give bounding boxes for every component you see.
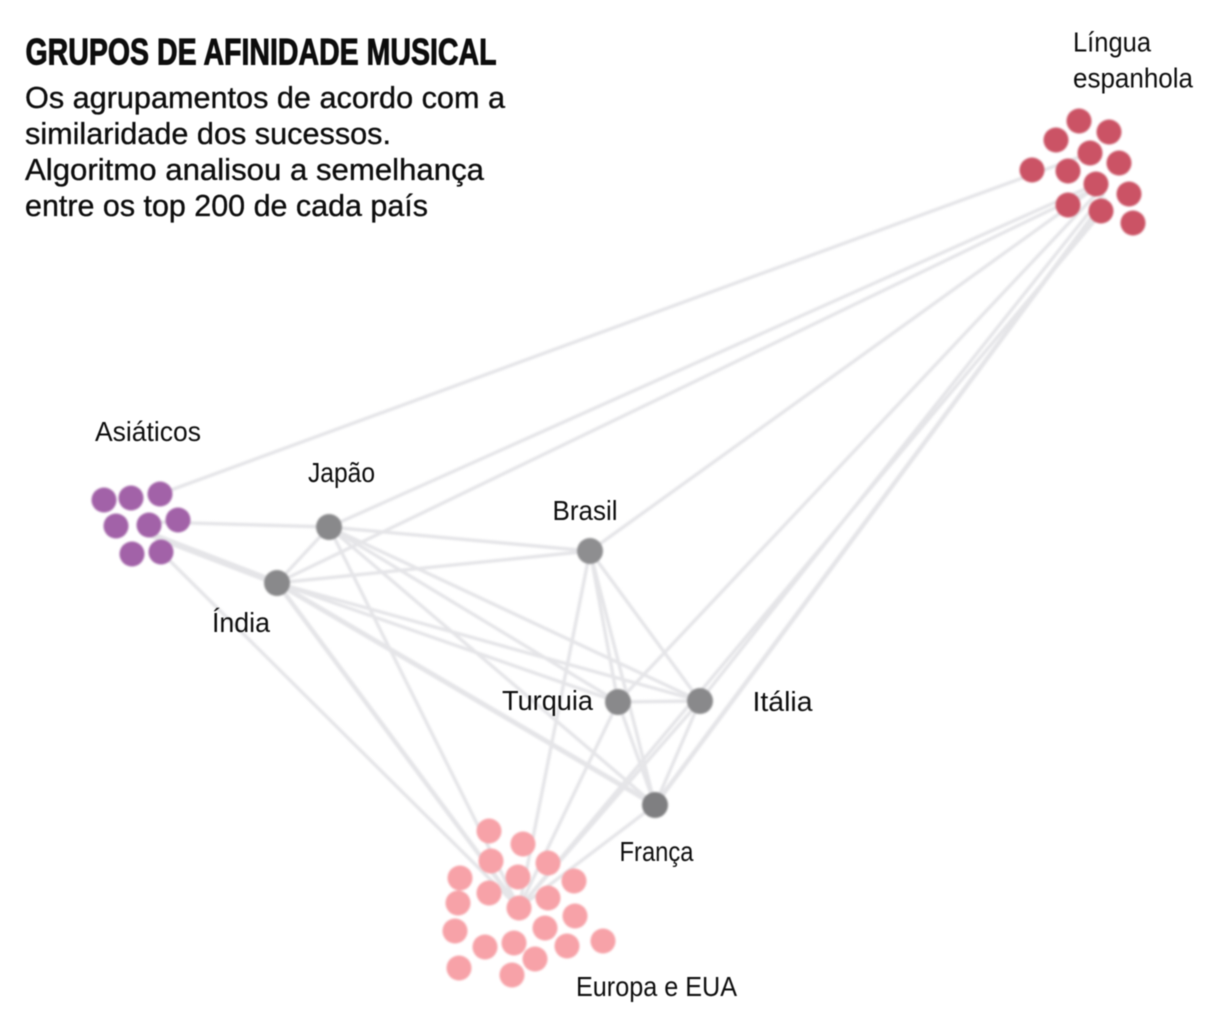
svg-text:similaridade dos sucessos.: similaridade dos sucessos. <box>25 116 391 151</box>
svg-text:Língua: Língua <box>1073 27 1151 58</box>
svg-text:Itália: Itália <box>753 686 813 717</box>
svg-text:Índia: Índia <box>212 607 270 638</box>
svg-text:entre os top 200 de cada país: entre os top 200 de cada país <box>25 188 428 223</box>
svg-text:Asiáticos: Asiáticos <box>95 416 201 447</box>
svg-text:GRUPOS DE AFINIDADE MUSICAL: GRUPOS DE AFINIDADE MUSICAL <box>26 32 497 73</box>
svg-text:Brasil: Brasil <box>553 495 618 526</box>
svg-text:Europa e EUA: Europa e EUA <box>576 971 737 1002</box>
svg-text:espanhola: espanhola <box>1073 63 1193 94</box>
svg-text:Turquia: Turquia <box>502 685 593 716</box>
svg-text:Japão: Japão <box>308 457 375 488</box>
svg-text:Os agrupamentos de acordo com: Os agrupamentos de acordo com a <box>25 80 506 115</box>
svg-text:Algoritmo analisou a semelhanç: Algoritmo analisou a semelhança <box>25 152 485 187</box>
svg-text:França: França <box>620 836 694 867</box>
